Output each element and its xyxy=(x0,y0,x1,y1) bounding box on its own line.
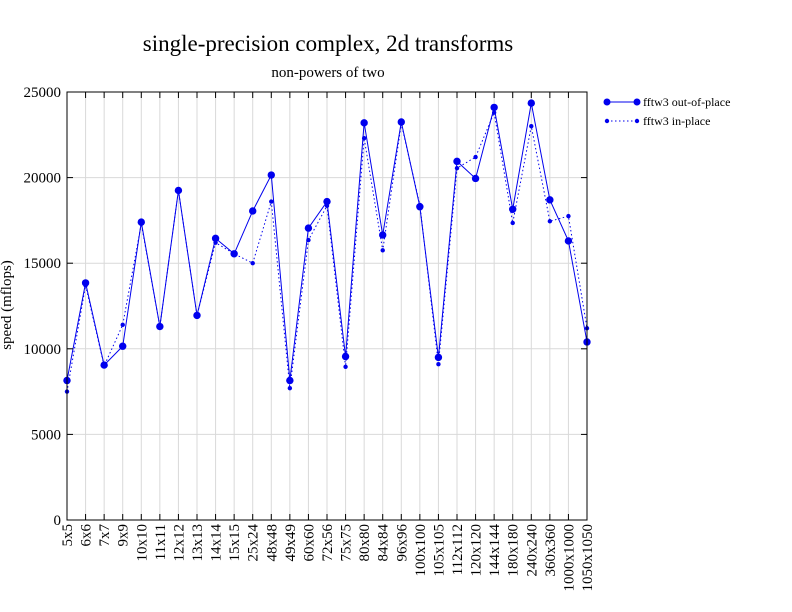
x-tick-label: 49x49 xyxy=(283,524,299,562)
data-point-2 xyxy=(529,124,534,129)
y-tick-label: 15000 xyxy=(24,256,62,272)
data-point-1 xyxy=(249,207,257,215)
axes: 0 5000 10000 15000 20000 25000 5x5 6x6 7x7 9x9 10x… xyxy=(24,85,597,592)
legend-label: fftw3 in-place xyxy=(643,114,710,128)
data-point-1 xyxy=(211,234,220,243)
x-tick-label: 84x84 xyxy=(376,524,392,562)
data-point-2 xyxy=(380,248,385,253)
data-point-1 xyxy=(267,171,275,179)
legend-marker xyxy=(634,118,640,124)
data-point-1 xyxy=(453,157,461,166)
x-tick-label: 48x48 xyxy=(264,524,280,562)
data-point-2 xyxy=(269,199,274,204)
x-tick-label: 25x24 xyxy=(246,524,262,562)
data-point-1 xyxy=(509,205,517,213)
y-tick-label: 5000 xyxy=(31,427,61,443)
data-point-2 xyxy=(491,110,497,115)
x-tick-label: 96x96 xyxy=(394,524,410,562)
data-point-2 xyxy=(361,136,367,141)
data-point-2 xyxy=(547,219,553,224)
data-point-2 xyxy=(287,385,293,391)
x-tick-label: 180x180 xyxy=(506,524,522,577)
x-tick-label: 5x5 xyxy=(60,524,76,547)
data-point-2 xyxy=(101,363,107,369)
x-tick-label: 7x7 xyxy=(97,524,113,547)
x-tick-label: 11x11 xyxy=(153,524,169,560)
x-tick-label: 72x56 xyxy=(320,524,336,562)
data-point-2 xyxy=(157,324,163,329)
data-point-2 xyxy=(473,154,478,160)
data-point-2 xyxy=(510,220,515,226)
x-tick-label: 120x120 xyxy=(469,524,485,577)
data-point-1 xyxy=(471,174,480,183)
data-point-1 xyxy=(490,103,498,112)
x-tick-label: 15x15 xyxy=(227,524,243,562)
legend: fftw3 out-of-place fftw3 in-place xyxy=(603,95,730,128)
x-tick-label: 1050x1050 xyxy=(580,524,596,592)
data-point-2 xyxy=(213,240,218,245)
data-point-1 xyxy=(379,231,387,239)
legend-marker xyxy=(604,118,610,124)
x-tick-label: 60x60 xyxy=(301,524,317,562)
data-point-2 xyxy=(194,313,200,318)
x-tick-label: 6x6 xyxy=(79,524,95,547)
data-point-2 xyxy=(436,362,441,367)
data-point-1 xyxy=(546,196,554,204)
x-tick-label: 12x12 xyxy=(171,524,187,562)
x-tick-label: 105x105 xyxy=(431,524,447,577)
x-tick-label: 112x112 xyxy=(450,524,466,575)
x-tick-label: 80x80 xyxy=(357,524,373,562)
y-tick-label: 0 xyxy=(54,513,62,529)
y-tick-label: 10000 xyxy=(24,342,62,358)
data-point-2 xyxy=(250,261,255,266)
data-point-1 xyxy=(323,197,331,206)
data-point-2 xyxy=(343,364,348,369)
x-tick-label: 75x75 xyxy=(339,524,355,562)
x-tick-label: 14x14 xyxy=(209,524,225,562)
y-axis-label: speed (mflops) xyxy=(0,260,15,350)
data-point-2 xyxy=(139,221,144,227)
data-point-1 xyxy=(286,376,294,385)
series-layer xyxy=(63,99,591,394)
data-point-1 xyxy=(434,353,443,362)
x-tick-label: 360x360 xyxy=(543,524,559,577)
data-point-2 xyxy=(83,283,88,288)
data-point-2 xyxy=(454,165,460,171)
grid-lines xyxy=(67,92,587,520)
data-point-1 xyxy=(527,99,535,107)
chart-title: single-precision complex, 2d transforms xyxy=(143,31,514,56)
x-tick-label: 13x13 xyxy=(190,524,206,562)
data-point-2 xyxy=(566,213,571,219)
chart-subtitle: non-powers of two xyxy=(271,65,384,81)
data-point-1 xyxy=(304,224,313,232)
legend-label: fftw3 out-of-place xyxy=(643,95,730,109)
legend-marker xyxy=(603,98,611,106)
y-tick-label: 25000 xyxy=(24,85,62,101)
x-tick-label: 10x10 xyxy=(134,524,150,562)
y-tick-label: 20000 xyxy=(24,171,62,187)
data-point-1 xyxy=(360,119,368,127)
legend-marker xyxy=(633,98,641,106)
x-tick-label: 1000x1000 xyxy=(561,524,577,592)
x-tick-label: 100x100 xyxy=(413,524,429,577)
x-tick-label: 9x9 xyxy=(116,524,132,547)
data-point-2 xyxy=(231,251,237,256)
data-point-1 xyxy=(119,342,127,350)
data-point-2 xyxy=(306,237,311,243)
data-point-2 xyxy=(120,322,125,328)
data-point-1 xyxy=(341,352,350,361)
x-tick-label: 144x144 xyxy=(487,524,503,577)
data-point-1 xyxy=(564,237,573,245)
data-point-2 xyxy=(324,203,330,209)
data-point-2 xyxy=(417,202,423,208)
series-line-2 xyxy=(66,110,588,392)
data-point-2 xyxy=(176,188,181,193)
x-tick-label: 240x240 xyxy=(524,524,540,577)
data-point-2 xyxy=(399,121,404,126)
